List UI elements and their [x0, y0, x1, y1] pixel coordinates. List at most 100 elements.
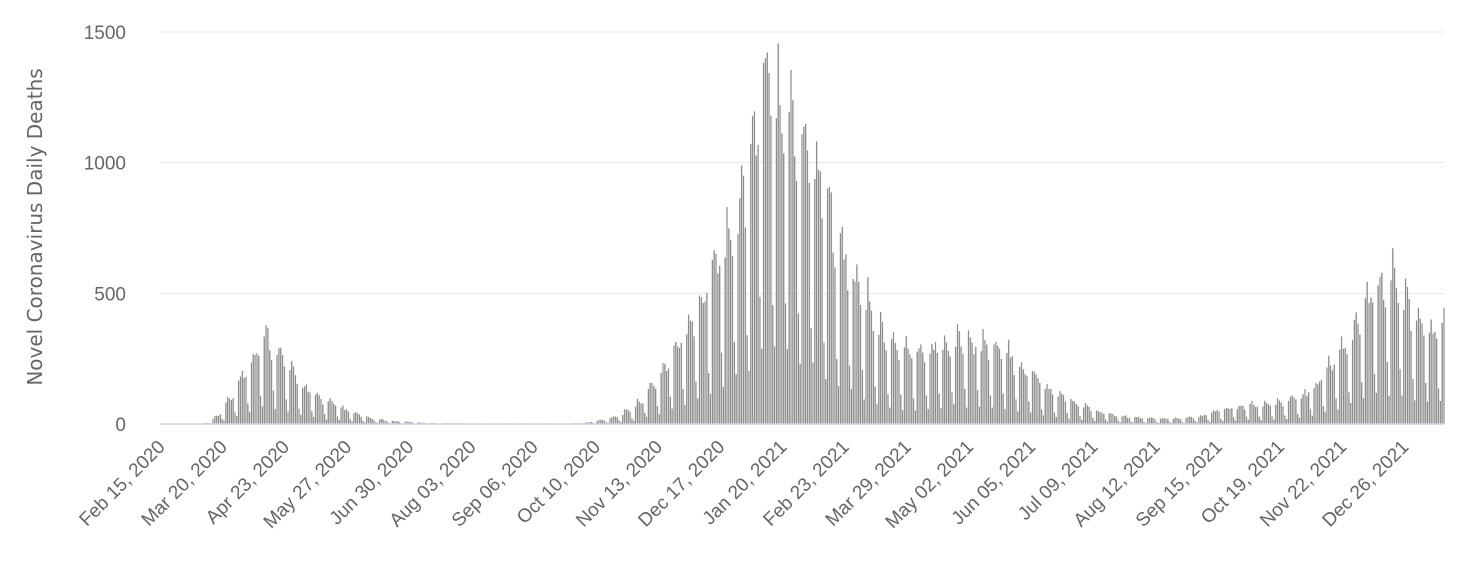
bar	[854, 281, 857, 425]
bar	[610, 416, 613, 425]
bar	[298, 408, 301, 425]
bar	[832, 252, 835, 425]
bar	[1417, 307, 1420, 425]
bar	[303, 386, 306, 425]
bar	[228, 398, 231, 425]
bar	[649, 382, 652, 425]
bar	[976, 389, 979, 425]
bar	[1027, 400, 1030, 425]
bar	[1218, 411, 1221, 425]
bar	[641, 403, 644, 425]
bar	[945, 341, 948, 425]
bar	[693, 336, 696, 425]
bar	[272, 390, 275, 425]
bar	[788, 111, 791, 425]
bar	[1055, 416, 1058, 425]
bar	[1205, 415, 1208, 425]
bar	[645, 416, 648, 425]
bar	[1285, 418, 1288, 425]
bar	[892, 331, 895, 425]
bar	[1100, 412, 1103, 425]
bar	[235, 415, 238, 425]
bar	[347, 411, 350, 425]
bar	[1137, 416, 1140, 425]
bar	[1110, 413, 1113, 425]
bar	[232, 397, 235, 425]
y-tick-label: 1000	[84, 154, 126, 175]
bar	[751, 115, 754, 425]
bar	[1146, 418, 1149, 425]
bar	[1276, 397, 1279, 425]
bar	[1152, 417, 1155, 425]
bar	[257, 355, 260, 425]
bar	[1126, 417, 1129, 425]
bar	[996, 345, 999, 425]
bar	[321, 404, 324, 425]
bar	[1424, 382, 1427, 425]
bar	[762, 62, 765, 425]
bar	[307, 391, 310, 425]
bar	[1099, 411, 1102, 425]
bar	[817, 169, 820, 425]
bar	[1113, 415, 1116, 425]
bar	[921, 352, 924, 425]
bar	[731, 255, 734, 425]
bar	[936, 352, 939, 425]
bar	[1035, 374, 1038, 425]
bar	[691, 321, 694, 425]
bar	[1047, 388, 1050, 425]
bar	[1046, 383, 1049, 425]
bar	[1333, 364, 1336, 425]
bar	[967, 330, 970, 425]
y-axis-label: Novel Coronavirus Daily Deaths	[23, 68, 47, 385]
bar	[380, 418, 383, 425]
bar	[667, 368, 670, 425]
bar	[855, 264, 858, 425]
bar	[784, 302, 787, 425]
bar	[1161, 418, 1164, 425]
bar	[323, 413, 326, 425]
bar	[1111, 413, 1114, 425]
bar	[1097, 410, 1100, 425]
bar	[1325, 367, 1328, 425]
bar	[1369, 297, 1372, 425]
bar	[1020, 361, 1023, 425]
bar	[768, 72, 771, 425]
bar	[1018, 366, 1021, 425]
bar	[689, 320, 692, 425]
bar	[239, 376, 242, 425]
bar	[1133, 416, 1136, 425]
bar	[954, 346, 957, 425]
bar	[1071, 400, 1074, 425]
bar	[1335, 398, 1338, 425]
bar	[749, 143, 752, 425]
bar	[1311, 415, 1314, 425]
bar	[1051, 394, 1054, 425]
bar	[623, 409, 626, 425]
bar	[753, 110, 756, 425]
bar	[952, 403, 955, 425]
bar	[1336, 409, 1339, 425]
bar	[1036, 377, 1039, 425]
bar	[819, 171, 822, 425]
bar	[1413, 400, 1416, 425]
bar	[736, 233, 739, 425]
bar	[1239, 405, 1242, 425]
bar	[1347, 392, 1350, 425]
bar	[848, 365, 851, 425]
bar	[312, 416, 315, 425]
bar	[1430, 319, 1433, 425]
bar	[329, 397, 332, 425]
bar	[775, 117, 778, 425]
bar	[268, 349, 271, 425]
bar	[665, 370, 668, 425]
bar	[806, 150, 809, 425]
bar	[636, 398, 639, 425]
bar	[261, 406, 264, 425]
bar	[883, 342, 886, 425]
bar	[1064, 401, 1067, 425]
bar	[316, 392, 319, 425]
bar	[1216, 409, 1219, 425]
bar	[1410, 330, 1413, 425]
bar	[1252, 404, 1255, 425]
